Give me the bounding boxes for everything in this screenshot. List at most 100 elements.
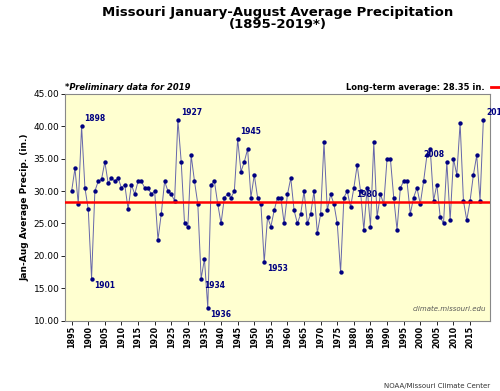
Point xyxy=(114,175,122,181)
Point xyxy=(260,259,268,265)
Text: 1901: 1901 xyxy=(94,281,116,290)
Point xyxy=(456,120,464,126)
Point xyxy=(160,178,168,185)
Point xyxy=(170,197,178,204)
Point xyxy=(390,194,398,201)
Point xyxy=(294,220,302,226)
Point xyxy=(98,176,106,183)
Point xyxy=(111,178,119,185)
Text: Long-term average: 28.35 in.: Long-term average: 28.35 in. xyxy=(346,83,485,92)
Point xyxy=(324,207,332,213)
Point xyxy=(310,188,318,194)
Point xyxy=(433,181,441,188)
Point xyxy=(267,224,275,230)
Text: 1945: 1945 xyxy=(240,127,262,136)
Point xyxy=(393,227,401,233)
Point xyxy=(184,224,192,230)
Point xyxy=(148,191,156,197)
Point xyxy=(334,220,342,226)
Point xyxy=(413,185,421,191)
Point xyxy=(314,230,322,236)
Point xyxy=(81,185,89,191)
Text: (1895-2019*): (1895-2019*) xyxy=(228,18,326,30)
Text: 1953: 1953 xyxy=(267,264,288,273)
Point xyxy=(234,136,241,142)
Point xyxy=(104,180,112,187)
Text: 2019: 2019 xyxy=(486,108,500,117)
Point xyxy=(290,207,298,213)
Point xyxy=(280,220,288,226)
Point xyxy=(240,159,248,165)
Point xyxy=(386,156,394,162)
Point xyxy=(154,237,162,243)
Point xyxy=(356,188,364,194)
Point xyxy=(430,197,438,204)
Point xyxy=(174,117,182,123)
Point xyxy=(130,191,138,197)
Point xyxy=(340,194,348,201)
Point xyxy=(254,194,262,201)
Point xyxy=(350,185,358,191)
Point xyxy=(227,194,235,201)
Point xyxy=(78,123,86,129)
Point xyxy=(94,178,102,185)
Point xyxy=(180,220,188,226)
Point xyxy=(400,178,407,185)
Point xyxy=(466,197,474,204)
Point xyxy=(426,146,434,152)
Point xyxy=(124,206,132,212)
Text: 1927: 1927 xyxy=(180,108,202,117)
Point xyxy=(287,175,295,181)
Point xyxy=(257,201,265,207)
Point xyxy=(190,178,198,185)
Point xyxy=(164,188,172,194)
Point xyxy=(84,206,92,212)
Point xyxy=(230,188,238,194)
Point xyxy=(140,185,148,191)
Point xyxy=(197,275,205,282)
Point xyxy=(320,139,328,145)
Point xyxy=(476,197,484,204)
Point xyxy=(326,191,334,197)
Point xyxy=(316,211,324,217)
Point xyxy=(204,305,212,311)
Point xyxy=(460,197,468,204)
Point xyxy=(366,224,374,230)
Point xyxy=(224,191,232,197)
Point xyxy=(74,201,82,207)
Point xyxy=(370,139,378,145)
Point xyxy=(472,152,480,158)
Point xyxy=(470,172,478,178)
Point xyxy=(440,220,448,226)
Point xyxy=(68,188,76,194)
Point xyxy=(436,214,444,220)
Point xyxy=(264,214,272,220)
Point xyxy=(158,211,166,217)
Text: 1934: 1934 xyxy=(204,281,225,290)
Point xyxy=(346,204,354,210)
Text: NOAA/Missouri Climate Center: NOAA/Missouri Climate Center xyxy=(384,383,490,389)
Point xyxy=(373,214,381,220)
Text: *Preliminary data for 2019: *Preliminary data for 2019 xyxy=(65,83,190,92)
Point xyxy=(284,191,292,197)
Point xyxy=(410,194,418,201)
Point xyxy=(463,217,471,223)
Point xyxy=(150,188,158,194)
Text: 1980: 1980 xyxy=(356,190,378,199)
Point xyxy=(108,175,116,181)
Text: 1898: 1898 xyxy=(84,115,105,124)
Point xyxy=(220,194,228,201)
Point xyxy=(363,185,371,191)
Point xyxy=(207,181,215,188)
Point xyxy=(306,211,314,217)
Point xyxy=(128,181,136,188)
Point xyxy=(71,165,79,172)
Point xyxy=(237,169,245,175)
Point xyxy=(134,178,142,185)
Point xyxy=(423,152,431,158)
Point xyxy=(270,207,278,213)
Point xyxy=(336,269,344,275)
Y-axis label: Jan-Aug Average Precip. (in.): Jan-Aug Average Precip. (in.) xyxy=(20,133,30,281)
Point xyxy=(187,152,195,158)
Point xyxy=(446,217,454,223)
